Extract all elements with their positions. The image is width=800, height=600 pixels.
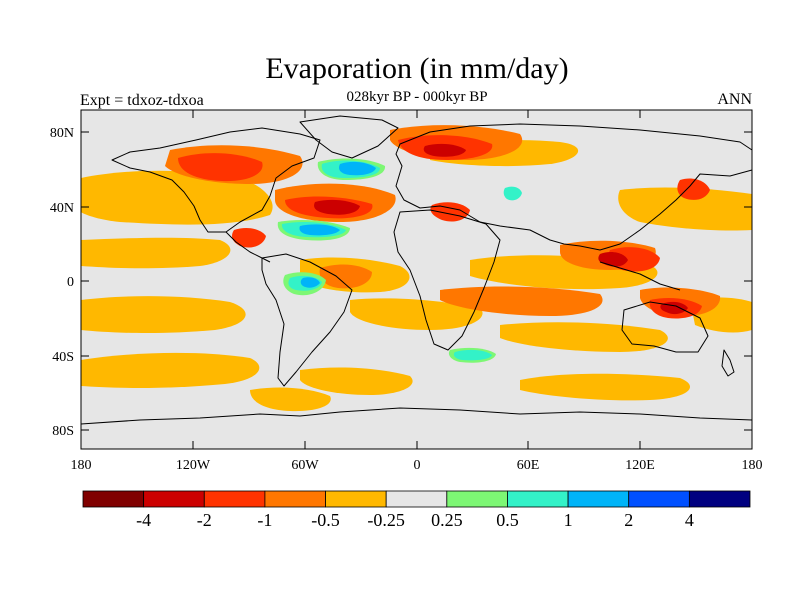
colorbar-label: -1 bbox=[257, 510, 272, 530]
longitude-label-120w: 120W bbox=[176, 458, 211, 473]
colorbar: -4 -2 -1 -0.5 -0.25 0.25 0.5 1 2 4 bbox=[82, 490, 751, 530]
colorbar-label: -4 bbox=[136, 510, 151, 530]
longitude-ticks bbox=[80, 110, 753, 449]
colorbar-swatch bbox=[203, 490, 266, 508]
season-label: ANN bbox=[717, 91, 752, 108]
africa-coast bbox=[393, 209, 501, 351]
greenland-coast bbox=[299, 115, 399, 159]
evaporation-field bbox=[81, 125, 752, 412]
colorbar-label: -0.25 bbox=[367, 510, 405, 530]
latitude-label-80n: 80N bbox=[50, 126, 74, 141]
longitude-label-180e: 180 bbox=[742, 458, 763, 473]
longitude-label-180w: 180 bbox=[71, 458, 92, 473]
latitude-label-40s: 40S bbox=[52, 350, 74, 365]
colorbar-swatch bbox=[264, 490, 326, 508]
latitude-label-0: 0 bbox=[67, 275, 74, 290]
colorbar-label: 0.25 bbox=[431, 510, 463, 530]
colorbar-label: -2 bbox=[197, 510, 212, 530]
colorbar-swatch bbox=[507, 490, 569, 508]
coastlines bbox=[80, 115, 753, 425]
colorbar-swatch bbox=[446, 490, 508, 508]
australia-coast bbox=[621, 301, 709, 353]
north-america-coast bbox=[111, 127, 321, 233]
colorbar-label: 1 bbox=[564, 510, 573, 530]
new-zealand-coast bbox=[721, 349, 735, 377]
experiment-label: Expt = tdxoz-tdxoa bbox=[80, 92, 204, 109]
maritime-asia-coast bbox=[599, 261, 681, 291]
map-title: Evaporation (in mm/day) bbox=[265, 52, 569, 85]
anomaly-fill-strong-positive bbox=[299, 161, 376, 288]
colorbar-label: 0.5 bbox=[496, 510, 519, 530]
colorbar-swatch bbox=[325, 490, 387, 508]
map-subtitle: 028kyr BP - 000kyr BP bbox=[346, 89, 488, 105]
colorbar-swatch bbox=[143, 490, 205, 508]
eurasia-coast bbox=[395, 123, 753, 251]
colorbar-label: -0.5 bbox=[311, 510, 340, 530]
longitude-label-60e: 60E bbox=[517, 458, 540, 473]
colorbar-swatch bbox=[567, 490, 630, 508]
longitude-label-60w: 60W bbox=[291, 458, 319, 473]
longitude-label-120e: 120E bbox=[625, 458, 655, 473]
longitude-label-0: 0 bbox=[414, 458, 421, 473]
central-america-coast bbox=[225, 231, 271, 263]
colorbar-label: 2 bbox=[624, 510, 633, 530]
colorbar-swatch bbox=[688, 490, 751, 508]
antarctica-coast bbox=[80, 407, 753, 425]
colorbar-swatch bbox=[628, 490, 690, 508]
colorbar-label: 4 bbox=[685, 510, 694, 530]
colorbar-swatch bbox=[385, 490, 448, 508]
latitude-label-80s: 80S bbox=[52, 424, 74, 439]
colorbar-swatch bbox=[82, 490, 145, 508]
longitude-labels: 180 120W 60W 0 60E 120E 180 bbox=[71, 458, 763, 473]
latitude-labels: 80N 40N 0 40S 80S bbox=[50, 126, 74, 439]
latitude-ticks bbox=[81, 131, 752, 431]
latitude-label-40n: 40N bbox=[50, 201, 74, 216]
south-america-coast bbox=[261, 253, 353, 387]
